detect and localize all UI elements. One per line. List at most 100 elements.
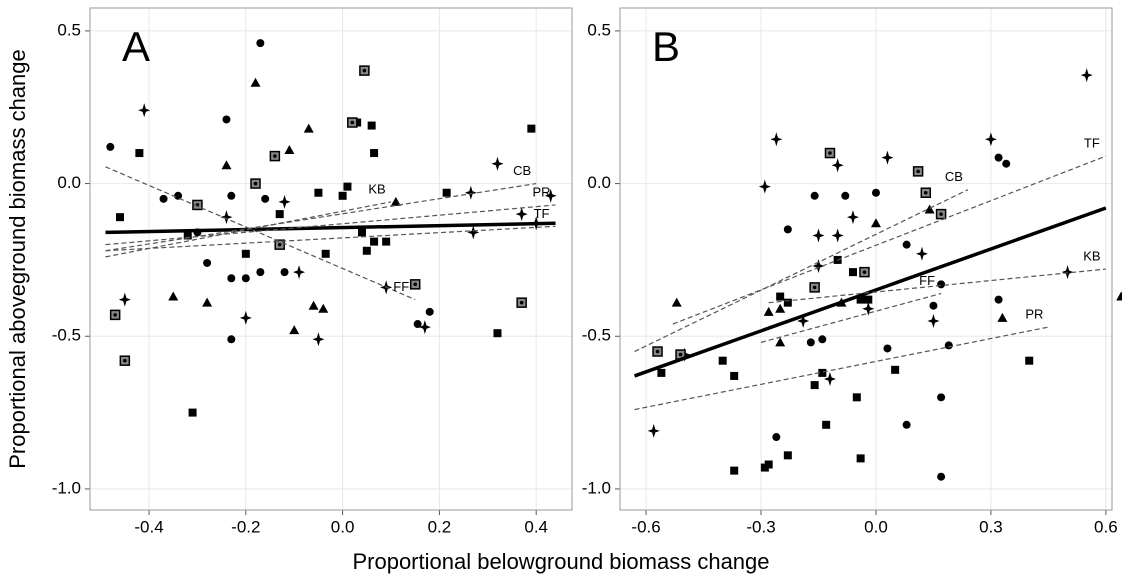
point-dot [350,120,355,125]
x-axis-title: Proportional belowground biomass change [352,549,769,574]
point [227,274,236,283]
point [831,228,844,243]
point [647,423,660,438]
point [994,153,1003,162]
point [442,188,451,197]
point [321,249,330,258]
point [760,463,769,472]
point [812,259,825,274]
point [174,191,183,200]
x-tick-label: 0.2 [428,517,452,536]
point [303,123,314,133]
point [937,280,946,289]
point [1080,68,1093,83]
point [338,191,347,200]
point [730,466,739,475]
point [275,210,284,219]
point [227,191,236,200]
point [856,454,865,463]
fit-label: PR [533,184,551,199]
x-tick-label: 0.0 [864,517,888,536]
point [515,207,528,222]
y-tick-label: -1.0 [52,478,81,497]
point [902,240,911,249]
point [239,310,252,325]
point [770,132,783,147]
point [763,306,774,316]
point-dot [253,181,258,186]
point-dot [519,300,524,305]
point [862,301,875,316]
point [997,312,1008,322]
group-fit [768,268,1106,304]
point [343,182,352,191]
point [138,103,151,118]
panel: -0.4 -0.2 0.0 0.2 0.4 -1.0 -0.5 0.0 0.5 A FF KB CBPR… [52,7,573,536]
point [852,393,861,402]
point [222,115,231,124]
point [915,246,928,261]
fit-label: TF [534,206,550,221]
point [924,204,935,214]
fit-label: KB [368,181,385,196]
plot-border [89,7,573,511]
point [783,225,792,234]
point-dot [916,169,920,174]
point [220,210,233,225]
group-fit [634,189,969,353]
group-fit [105,201,392,258]
point [116,213,125,222]
point [1061,265,1074,280]
point [278,194,291,209]
point [413,320,422,329]
point [806,338,815,347]
point [382,237,391,246]
point [831,158,844,173]
group-fit [105,204,556,246]
y-tick-label: -0.5 [52,326,81,345]
point [783,451,792,460]
x-tick-label: -0.2 [231,517,260,536]
fit-label: CB [945,169,963,184]
x-tick-label: 0.4 [524,517,548,536]
panel-label: B [652,23,680,70]
point [527,124,536,133]
point [772,433,781,442]
point [256,39,265,48]
point-dot [862,270,867,274]
y-tick-label: 0.0 [587,173,611,192]
point [168,291,179,301]
point [775,337,786,347]
point-dot [655,349,660,354]
point [357,228,366,237]
point [256,268,265,277]
y-tick-label: 0.5 [57,20,81,39]
fit-label: FF [919,273,935,288]
point [1025,356,1034,365]
x-tick-label: -0.6 [631,517,660,536]
point [293,265,306,280]
point [927,313,940,328]
point [370,237,379,246]
point [318,303,329,313]
point [841,191,850,200]
plot-border [619,7,1113,511]
point [870,218,881,228]
y-tick-label: 0.0 [57,173,81,192]
point [846,210,859,225]
x-tick-label: -0.3 [746,517,775,536]
point [362,246,371,255]
point [467,225,480,240]
point [902,420,911,429]
point [493,329,502,338]
point [261,194,270,203]
point [822,420,831,429]
point [464,185,477,200]
point [883,344,892,353]
x-tick-label: -0.4 [134,517,163,536]
point-dot [413,282,418,287]
panel-label: A [122,23,150,70]
point [390,196,401,206]
point [810,381,819,390]
